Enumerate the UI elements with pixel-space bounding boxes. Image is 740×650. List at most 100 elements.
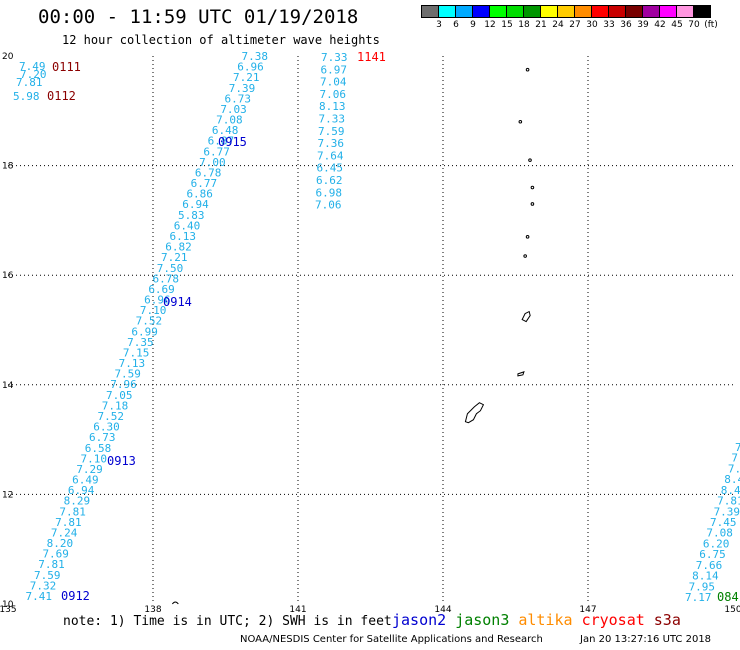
swh-value: 7.35 — [127, 336, 154, 349]
swh-value: 7.15 — [123, 346, 150, 359]
swh-value: 8.14 — [692, 570, 719, 583]
lon-tick-label: 141 — [289, 605, 306, 615]
legend-item: jason3 — [455, 611, 510, 629]
swh-value: 7.32 — [30, 579, 57, 592]
swh-value: 7.96 — [110, 378, 137, 391]
swh-value: 6.30 — [93, 421, 120, 434]
pass-label: 1141 — [357, 50, 386, 64]
pass-label: 084 — [717, 590, 739, 604]
swh-value: 8.4 — [724, 473, 740, 486]
swh-value: 7.81 — [717, 495, 740, 508]
swh-value: 7.81 — [16, 76, 43, 89]
colorbar-label: 3 — [436, 20, 442, 30]
swh-value: 7.52 — [98, 410, 125, 423]
legend-item: altika — [518, 611, 573, 629]
colorbar-label: 18 — [518, 20, 530, 30]
page-subtitle: 12 hour collection of altimeter wave hei… — [62, 33, 380, 47]
yap-island — [171, 601, 179, 605]
colorbar-label: 36 — [620, 20, 632, 30]
colorbar-label: 30 — [586, 20, 598, 30]
colorbar-label: 9 — [470, 20, 476, 30]
swh-value: 7.21 — [161, 251, 188, 264]
swh-value: 6.58 — [85, 442, 112, 455]
colorbar-label: (ft) — [704, 20, 718, 30]
rota-island — [517, 371, 525, 377]
swh-value: 6.62 — [316, 174, 343, 187]
swh-value: 7.24 — [51, 526, 78, 539]
credit-line: NOAA/NESDIS Center for Satellite Applica… — [240, 634, 543, 645]
swh-value: 6.73 — [225, 92, 252, 105]
swh-value: 6.82 — [165, 241, 192, 254]
colorbar-cell — [693, 5, 711, 18]
pass-label: 0915 — [218, 135, 247, 149]
colorbar-label: 12 — [484, 20, 496, 30]
swh-value: 6.49 — [72, 474, 99, 487]
swh-value: 6.77 — [191, 177, 218, 190]
swh-value: 6.69 — [148, 283, 175, 296]
swh-value: 7.69 — [42, 548, 69, 561]
swh-value: 6.45 — [317, 162, 344, 175]
pass-label: 0914 — [163, 295, 192, 309]
swh-value: 7.08 — [216, 114, 243, 127]
lat-tick-label: 16 — [2, 271, 14, 281]
swh-value: 7.66 — [696, 559, 723, 572]
swh-value: 7.13 — [119, 357, 146, 370]
swh-value: 7.29 — [76, 463, 103, 476]
swh-value: 7.18 — [102, 399, 129, 412]
colorbar-label: 42 — [654, 20, 666, 30]
swh-value: 7.10 — [81, 452, 108, 465]
island — [523, 254, 527, 258]
swh-value: 5.98 — [13, 90, 40, 103]
lon-tick-label: 138 — [144, 605, 161, 615]
colorbar-label: 39 — [637, 20, 649, 30]
lat-tick-label: 10 — [2, 600, 14, 610]
colorbar-label: 6 — [453, 20, 459, 30]
colorbar-label: 45 — [671, 20, 683, 30]
swh-value: 7.81 — [59, 505, 86, 518]
swh-value: 8.29 — [64, 495, 91, 508]
swh-value: 6.20 — [703, 537, 730, 550]
island-outlines — [171, 67, 535, 605]
swh-value: 7.21 — [233, 71, 260, 84]
colorbar-labels: 3 6 9 12 15 18 21 24 27 30 33 36 39 42 45 70 (ft) — [422, 20, 740, 32]
credit-timestamp: Jan 20 13:27:16 UTC 2018 — [580, 634, 712, 645]
swh-value: 6.78 — [195, 166, 222, 179]
swh-value: 8.49 — [721, 484, 740, 497]
colorbar-label: 24 — [552, 20, 564, 30]
pass-label: 0111 — [52, 60, 81, 74]
swh-value: 7.10 — [140, 304, 167, 317]
swh-value: 7.39 — [229, 82, 256, 95]
swh-value: 5.83 — [178, 209, 205, 222]
units-note: note: 1) Time is in UTC; 2) SWH is in fe… — [63, 614, 392, 629]
swh-value: 7.33 — [321, 51, 348, 64]
lon-tick-label: 147 — [579, 605, 596, 615]
colorbar-label: 27 — [569, 20, 581, 30]
swh-value: 6.73 — [89, 431, 116, 444]
saipan-island — [521, 310, 531, 323]
swh-value: 7.59 — [34, 569, 61, 582]
swh-value: 7.81 — [55, 516, 82, 529]
swh-value: 7.06 — [315, 199, 342, 212]
island — [528, 158, 532, 162]
swh-value: 7.49 — [19, 60, 46, 73]
swh-value: 6.13 — [170, 230, 197, 243]
swh-value: 7.00 — [199, 156, 226, 169]
lon-tick-label: 144 — [434, 605, 451, 615]
swh-value: 6.94 — [68, 484, 95, 497]
swh-value: 7.33 — [319, 113, 346, 126]
swh-value: 7.20 — [20, 68, 47, 81]
swh-value: 7.36 — [318, 137, 345, 150]
swh-value: 6.96 — [237, 61, 264, 74]
swh-value: 6.94 — [182, 198, 209, 211]
guam-island — [464, 402, 485, 424]
lat-tick-label: 18 — [2, 162, 14, 172]
swh-value: 6.96 — [144, 294, 171, 307]
lat-tick-label: 20 — [2, 52, 14, 62]
island — [525, 235, 530, 239]
swh-value: 7.45 — [710, 516, 737, 529]
map-grid — [8, 56, 733, 604]
swh-value: 7.59 — [318, 125, 345, 138]
axis-tick-labels: 135 138 141 144 147 150 20 18 16 14 12 10 — [0, 52, 740, 615]
lat-tick-label: 14 — [2, 381, 14, 391]
